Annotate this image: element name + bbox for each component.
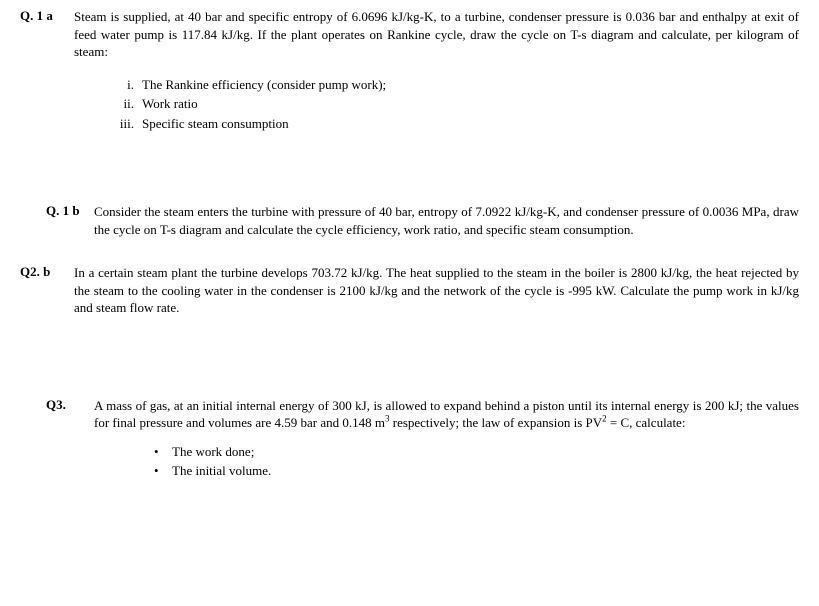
question-1b-label: Q. 1 b <box>46 203 94 238</box>
list-item-text: The initial volume. <box>172 461 271 481</box>
question-1a: Q. 1 a Steam is supplied, at 40 bar and … <box>20 8 799 133</box>
question-1a-text: Steam is supplied, at 40 bar and specifi… <box>74 8 799 61</box>
list-item: ii. Work ratio <box>114 94 799 114</box>
question-2b-body: In a certain steam plant the turbine dev… <box>74 264 799 317</box>
list-item-text: Specific steam consumption <box>142 114 289 134</box>
question-2b: Q2. b In a certain steam plant the turbi… <box>20 264 799 317</box>
list-item-text: The Rankine efficiency (consider pump wo… <box>142 75 386 95</box>
question-1a-body: Steam is supplied, at 40 bar and specifi… <box>74 8 799 133</box>
question-1b-text: Consider the steam enters the turbine wi… <box>94 203 799 238</box>
list-item: iii. Specific steam consumption <box>114 114 799 134</box>
list-item-text: The work done; <box>172 442 254 462</box>
question-1b: Q. 1 b Consider the steam enters the tur… <box>20 203 799 238</box>
question-1a-label: Q. 1 a <box>20 8 74 133</box>
question-1b-body: Consider the steam enters the turbine wi… <box>94 203 799 238</box>
question-3: Q3. A mass of gas, at an initial interna… <box>20 397 799 481</box>
question-3-bullets: • The work done; • The initial volume. <box>94 442 799 481</box>
list-item-text: Work ratio <box>142 94 198 114</box>
list-item-number: ii. <box>114 94 142 114</box>
bullet-icon: • <box>154 461 172 481</box>
question-3-label: Q3. <box>46 397 94 481</box>
bullet-icon: • <box>154 442 172 462</box>
list-item-number: iii. <box>114 114 142 134</box>
question-3-body: A mass of gas, at an initial internal en… <box>94 397 799 481</box>
list-item-number: i. <box>114 75 142 95</box>
question-2b-text: In a certain steam plant the turbine dev… <box>74 264 799 317</box>
question-1a-list: i. The Rankine efficiency (consider pump… <box>74 75 799 134</box>
list-item: i. The Rankine efficiency (consider pump… <box>114 75 799 95</box>
question-3-text: A mass of gas, at an initial internal en… <box>94 397 799 432</box>
list-item: • The initial volume. <box>154 461 799 481</box>
question-2b-label: Q2. b <box>20 264 74 317</box>
list-item: • The work done; <box>154 442 799 462</box>
